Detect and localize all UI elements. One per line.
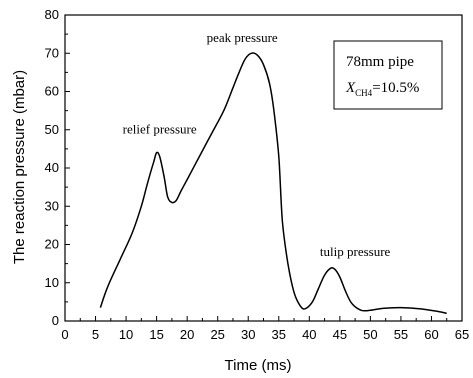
y-tick-label-70: 70 (45, 45, 59, 60)
x-tick-label-55: 55 (394, 327, 408, 342)
y-tick-label-20: 20 (45, 237, 59, 252)
y-tick-label-0: 0 (52, 313, 59, 328)
y-tick-label-60: 60 (45, 84, 59, 99)
annotation-2: tulip pressure (320, 244, 391, 259)
annotations: peak pressure relief pressure tulip pressu… (123, 30, 391, 259)
annotation-1: relief pressure (123, 122, 197, 137)
legend-line-2-sub: CH4 (355, 88, 373, 98)
y-tick-label-10: 10 (45, 275, 59, 290)
legend-line-2-prefix: X (345, 80, 356, 96)
x-axis-title: Time (ms) (225, 357, 292, 374)
y-tick-label-40: 40 (45, 160, 59, 175)
x-tick-label-60: 60 (424, 327, 438, 342)
x-tick-label-20: 20 (180, 327, 194, 342)
x-tick-label-40: 40 (302, 327, 316, 342)
x-tick-label-65: 65 (455, 327, 469, 342)
x-tick-label-30: 30 (241, 327, 255, 342)
legend-line-1: 78mm pipe (346, 54, 414, 70)
y-axis-title: The reaction pressure (mbar) (11, 70, 28, 264)
legend-line-2-suffix: =10.5% (372, 80, 419, 96)
y-tick-label-30: 30 (45, 198, 59, 213)
ticks: 0 5 10 15 20 25 30 35 40 45 50 55 60 65 0 10 20 30 40 50 60 7… (45, 7, 470, 342)
legend-box: 78mm pipe XCH4=10.5% (333, 40, 443, 110)
x-tick-label-25: 25 (210, 327, 224, 342)
y-tick-label-80: 80 (45, 7, 59, 22)
x-tick-label-15: 15 (149, 327, 163, 342)
y-tick-label-50: 50 (45, 122, 59, 137)
x-tick-label-0: 0 (61, 327, 68, 342)
x-tick-label-35: 35 (272, 327, 286, 342)
annotation-0: peak pressure (207, 30, 278, 45)
x-tick-label-10: 10 (119, 327, 133, 342)
legend-line-2: XCH4=10.5% (345, 80, 419, 98)
x-tick-label-5: 5 (92, 327, 99, 342)
series-line-0 (99, 52, 447, 315)
legend-frame (333, 40, 443, 110)
x-tick-label-45: 45 (333, 327, 347, 342)
x-tick-label-50: 50 (363, 327, 377, 342)
series (99, 52, 447, 315)
